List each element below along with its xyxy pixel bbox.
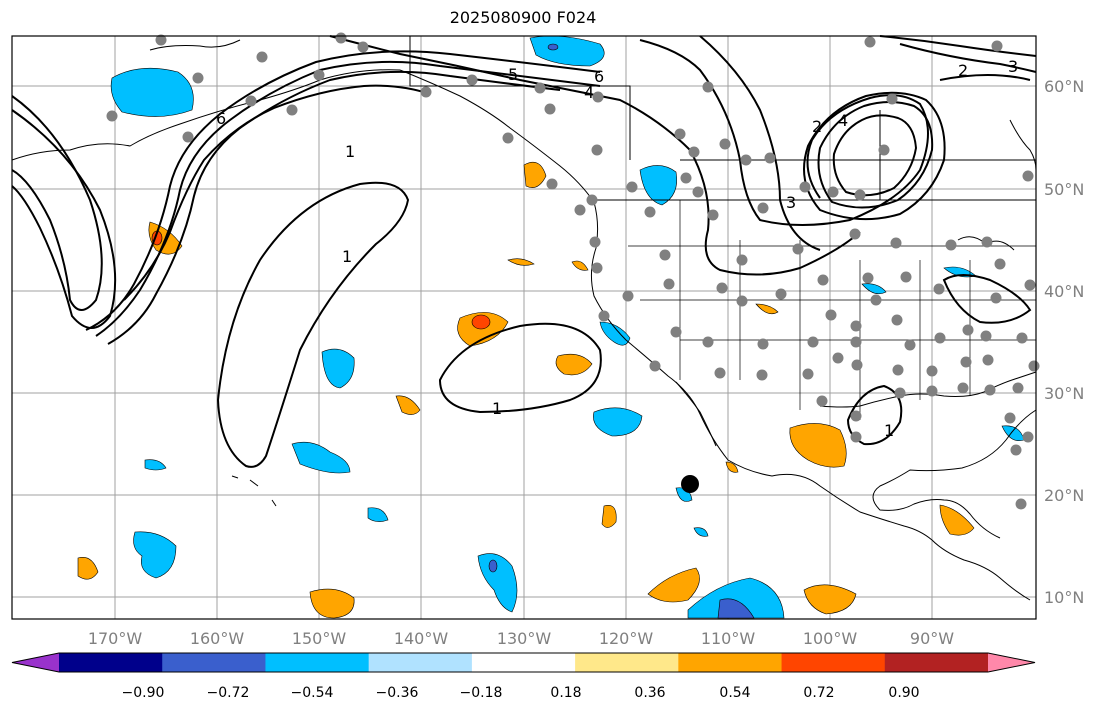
colorbar-swatch bbox=[471, 653, 576, 672]
lat-tick-label: 60°N bbox=[1044, 77, 1084, 96]
colorbar-max-extension bbox=[988, 653, 1035, 672]
colorbar-tick-label: −0.36 bbox=[376, 685, 419, 701]
lon-tick-label: 110°W bbox=[701, 629, 756, 648]
colorbar-tick-label: 0.18 bbox=[550, 685, 581, 701]
lon-tick-label: 100°W bbox=[803, 629, 858, 648]
lon-tick-label: 90°W bbox=[910, 629, 954, 648]
lat-tick-label: 40°N bbox=[1044, 282, 1084, 301]
colorbar-swatch bbox=[781, 653, 886, 672]
colorbar-swatch bbox=[575, 653, 679, 672]
contour-label: 2 bbox=[812, 117, 822, 136]
colorbar-tick-label: 0.90 bbox=[888, 685, 919, 701]
colorbar-swatch bbox=[678, 653, 783, 672]
colorbar-ticks: −0.90 −0.72 −0.54 −0.36 −0.18 0.18 0.36 … bbox=[122, 685, 920, 701]
shaded-field bbox=[77, 35, 1025, 619]
lon-tick-label: 170°W bbox=[88, 629, 143, 648]
colorbar-swatch bbox=[884, 653, 989, 672]
contour-label: 6 bbox=[594, 67, 604, 86]
map-frame bbox=[11, 35, 1037, 620]
colorbar-tick-label: −0.54 bbox=[291, 685, 334, 701]
colorbar-tick-label: 0.72 bbox=[803, 685, 834, 701]
colorbar-swatch bbox=[59, 653, 163, 672]
contour-label: 1 bbox=[342, 247, 352, 266]
contour-label: 4 bbox=[584, 83, 594, 102]
contour-label: 6 bbox=[216, 109, 226, 128]
contour-lines bbox=[11, 35, 1037, 468]
lat-tick-label: 30°N bbox=[1044, 384, 1084, 403]
contour-label: 1 bbox=[884, 421, 894, 440]
lon-tick-label: 140°W bbox=[394, 629, 449, 648]
colorbar-tick-label: −0.18 bbox=[460, 685, 503, 701]
contour-label: 3 bbox=[786, 193, 796, 212]
lon-tick-label: 150°W bbox=[292, 629, 347, 648]
lat-tick-label: 50°N bbox=[1044, 180, 1084, 199]
contour-label: 4 bbox=[838, 111, 848, 130]
contour-label-group: 1 1 1 1 2 3 4 5 6 2 3 4 6 bbox=[216, 57, 1018, 440]
colorbar-swatch bbox=[368, 653, 473, 672]
lon-tick-label: 130°W bbox=[497, 629, 552, 648]
contour-label: 1 bbox=[492, 399, 502, 418]
longitude-axis: 170°W 160°W 150°W 140°W 130°W 120°W 110°… bbox=[88, 629, 954, 648]
coastlines bbox=[11, 36, 1037, 601]
lat-tick-label: 20°N bbox=[1044, 486, 1084, 505]
lon-tick-label: 160°W bbox=[190, 629, 245, 648]
colorbar-swatch bbox=[162, 653, 266, 672]
colorbar-tick-label: −0.72 bbox=[207, 685, 250, 701]
position-marker bbox=[681, 475, 699, 493]
colorbar-tick-label: −0.90 bbox=[122, 685, 165, 701]
lat-tick-label: 10°N bbox=[1044, 588, 1084, 607]
colorbar-tick-label: 0.36 bbox=[634, 685, 665, 701]
contour-label: 5 bbox=[508, 65, 518, 84]
colorbar-tick-label: 0.54 bbox=[719, 685, 750, 701]
colorbar bbox=[11, 652, 1036, 673]
contour-label: 2 bbox=[958, 61, 968, 80]
colorbar-min-extension bbox=[12, 653, 59, 672]
contour-label: 1 bbox=[345, 142, 355, 161]
colorbar-outline bbox=[11, 652, 1036, 673]
map-title: 2025080900 F024 bbox=[449, 8, 597, 27]
station-dots bbox=[106, 32, 1040, 510]
contour-label: 3 bbox=[1008, 57, 1018, 76]
colorbar-swatch bbox=[265, 653, 370, 672]
latitude-axis: 60°N 50°N 40°N 30°N 20°N 10°N bbox=[1044, 77, 1084, 607]
lon-tick-label: 120°W bbox=[599, 629, 654, 648]
